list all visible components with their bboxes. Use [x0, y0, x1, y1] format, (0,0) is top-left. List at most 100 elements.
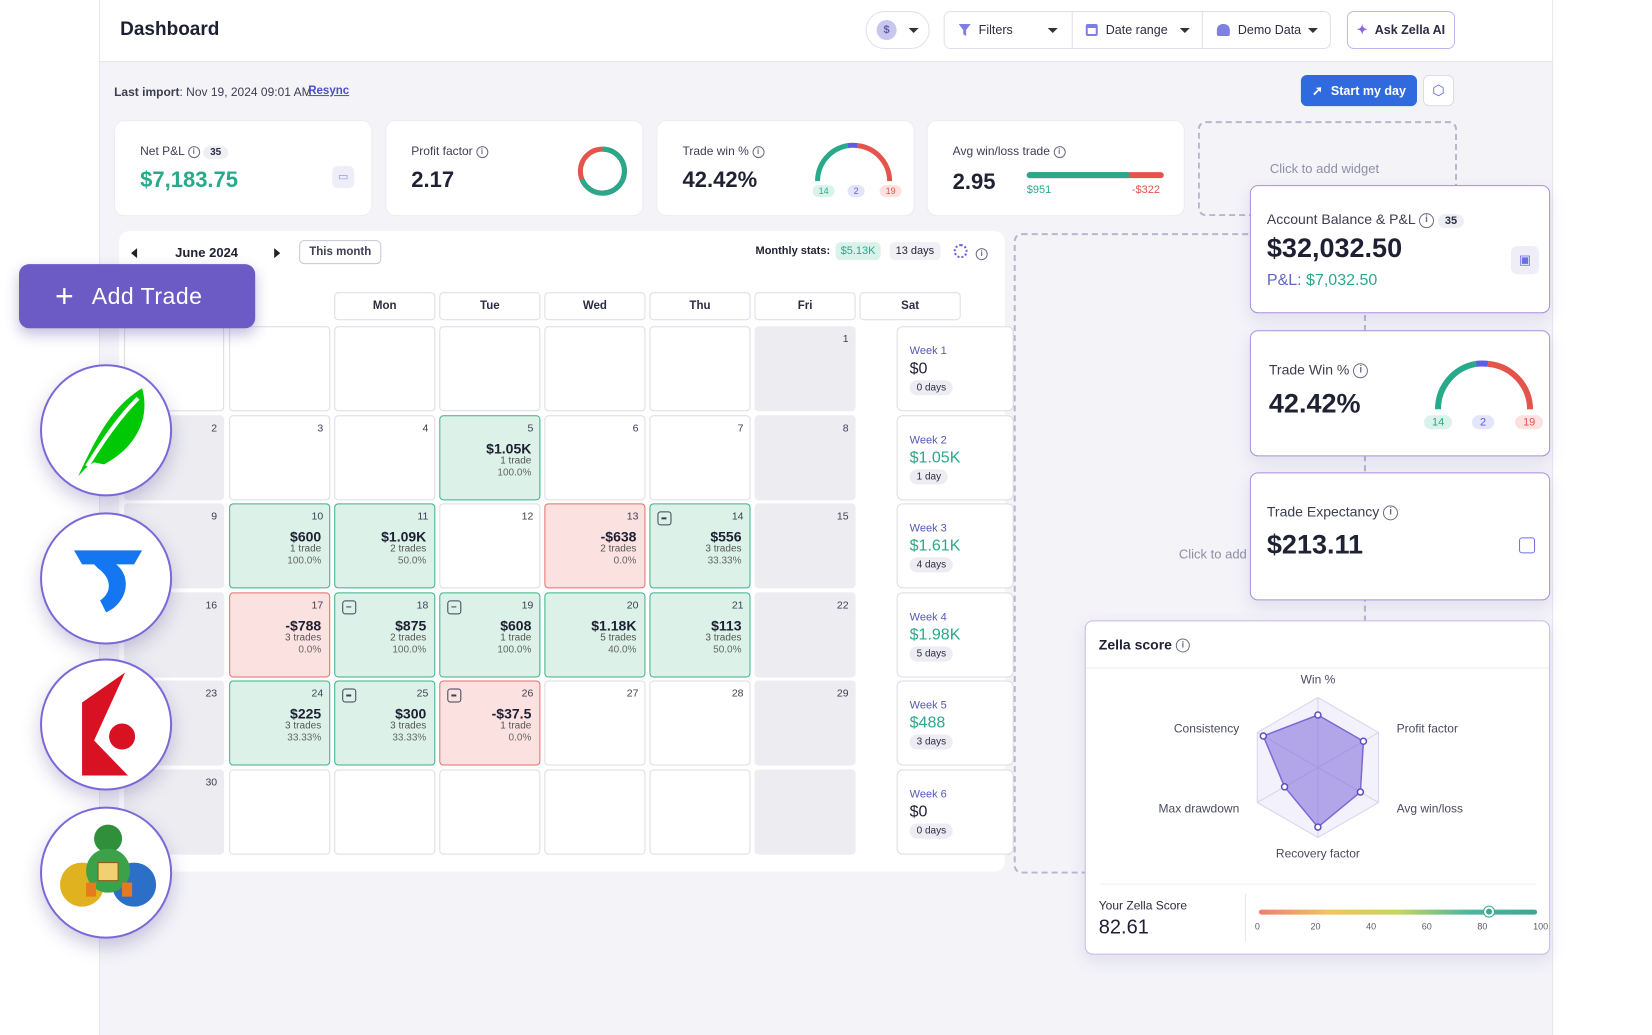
day-number: 20 [626, 599, 639, 612]
calendar-day[interactable]: 15 [754, 503, 856, 589]
day-trades: 3 trades [285, 632, 322, 644]
calendar-day[interactable]: 17 -$788 3 trades 0.0% [229, 592, 331, 678]
ibkr-icon [82, 672, 136, 776]
calendar-day[interactable]: 20 $1.18K 5 trades 40.0% [544, 592, 646, 678]
wins-badge: 14 [1423, 415, 1453, 430]
calendar-day[interactable]: 27 [544, 680, 646, 766]
calendar-day[interactable] [229, 326, 331, 412]
interactive-brokers-logo[interactable] [40, 658, 173, 791]
resync-link[interactable]: Resync [308, 85, 350, 98]
day-number: 5 [527, 421, 534, 434]
chart-toggle-icon[interactable]: ▣ [1511, 246, 1540, 275]
profit-factor-ring [577, 146, 627, 196]
info-icon[interactable]: i [187, 145, 200, 158]
week-summary[interactable]: Week 1 $0 0 days [896, 326, 1014, 412]
calendar-day[interactable] [544, 326, 646, 412]
info-icon[interactable]: i [1353, 363, 1369, 379]
add-trade-button[interactable]: + Add Trade [19, 264, 256, 329]
calendar-day[interactable]: 5 $1.05K 1 trade 100.0% [439, 414, 541, 500]
week-summary[interactable]: Week 6 $0 0 days [896, 769, 1014, 855]
date-range-button[interactable]: Date range [1073, 12, 1203, 49]
radar-point [1314, 711, 1322, 719]
calendar-day[interactable]: 7 [649, 414, 751, 500]
calendar-day[interactable]: 1 [754, 326, 856, 412]
calendar-day[interactable]: 10 $600 1 trade 100.0% [229, 503, 331, 589]
calendar-day[interactable]: 11 $1.09K 2 trades 50.0% [334, 503, 436, 589]
wins-badge: 14 [812, 185, 835, 198]
ask-zella-button[interactable]: ✦ Ask Zella AI [1346, 11, 1456, 50]
calendar-day[interactable] [649, 326, 751, 412]
gear-icon[interactable] [953, 244, 968, 259]
day-win-rate: 40.0% [608, 644, 637, 656]
calendar-day[interactable] [439, 769, 541, 855]
week-summary[interactable]: Week 4 $1.98K 5 days [896, 592, 1014, 678]
currency-select[interactable]: $ [865, 11, 930, 50]
week-days: 0 days [909, 823, 954, 839]
calendar-day[interactable]: 26 -$37.5 1 trade 0.0% [439, 680, 541, 766]
cube-icon[interactable]: ⬡ [1422, 75, 1455, 107]
journal-icon[interactable] [657, 511, 672, 526]
info-icon[interactable]: i [1383, 505, 1399, 521]
week-label: Week 1 [909, 345, 947, 358]
day-win-rate: 100.0% [287, 555, 322, 567]
calendar-day[interactable]: 29 [754, 680, 856, 766]
calendar-day[interactable]: 14 $556 3 trades 33.33% [649, 503, 751, 589]
day-win-rate: 0.0% [298, 644, 322, 656]
info-icon[interactable]: i [752, 145, 765, 158]
next-month-icon[interactable] [274, 248, 281, 259]
tradovate-logo[interactable] [40, 512, 173, 645]
journal-icon[interactable] [342, 600, 357, 615]
calendar-day[interactable]: 22 [754, 592, 856, 678]
calendar-day[interactable] [439, 326, 541, 412]
demo-data-button[interactable]: Demo Data [1203, 12, 1330, 48]
journal-icon[interactable] [447, 600, 462, 615]
journal-icon[interactable] [342, 688, 357, 703]
calendar-day[interactable]: 12 [439, 503, 541, 589]
week-pnl: $0 [909, 360, 928, 378]
chevron-down-icon [908, 27, 919, 33]
info-icon[interactable]: i [476, 145, 489, 158]
this-month-button[interactable]: This month [299, 240, 382, 265]
calendar-day[interactable] [649, 769, 751, 855]
calendar-day[interactable]: 4 [334, 414, 436, 500]
robinhood-logo[interactable] [40, 364, 173, 497]
calendar-day[interactable]: 24 $225 3 trades 33.33% [229, 680, 331, 766]
start-my-day-button[interactable]: ➚ Start my day [1300, 75, 1417, 107]
radar-point [1359, 737, 1368, 746]
calendar-day[interactable]: 8 [754, 414, 856, 500]
calendar-day[interactable] [754, 769, 856, 855]
calendar-day[interactable]: 18 $875 2 trades 100.0% [334, 592, 436, 678]
prev-month-icon[interactable] [131, 248, 138, 259]
calendar-day[interactable]: 3 [229, 414, 331, 500]
week-summary[interactable]: Week 2 $1.05K 1 day [896, 414, 1014, 500]
info-icon[interactable]: i [1419, 212, 1435, 228]
calendar-day[interactable]: 6 [544, 414, 646, 500]
calendar-day[interactable]: 13 -$638 2 trades 0.0% [544, 503, 646, 589]
dollar-icon: $ [876, 20, 897, 41]
calendar-day[interactable] [544, 769, 646, 855]
metatrader-logo[interactable] [40, 806, 173, 939]
calendar-day[interactable] [124, 326, 225, 412]
calendar-card: June 2024 This month Monthly stats: $5.1… [119, 231, 1014, 872]
even-badge: 2 [847, 185, 865, 198]
info-icon[interactable]: i [975, 247, 988, 260]
calendar-day[interactable] [334, 326, 436, 412]
chart-toggle-icon[interactable]: ▭ [332, 166, 355, 189]
week-summary[interactable]: Week 3 $1.61K 4 days [896, 503, 1014, 589]
calendar-day[interactable] [334, 769, 436, 855]
day-win-rate: 33.33% [707, 555, 742, 567]
trade-win-gauge [1435, 360, 1534, 410]
filters-button[interactable]: Filters [945, 12, 1073, 49]
day-trades: 3 trades [705, 632, 742, 644]
calendar-day[interactable]: 25 $300 3 trades 33.33% [334, 680, 436, 766]
info-icon[interactable]: i [1175, 638, 1190, 653]
week-summary[interactable]: Week 5 $488 3 days [896, 680, 1014, 766]
calendar-day[interactable] [229, 769, 331, 855]
info-icon[interactable]: i [1053, 145, 1066, 158]
day-pnl: $600 [290, 528, 322, 545]
journal-icon[interactable] [447, 688, 462, 703]
calendar-day[interactable]: 19 $608 1 trade 100.0% [439, 592, 541, 678]
chart-toggle-icon[interactable] [1519, 537, 1536, 554]
calendar-day[interactable]: 21 $113 3 trades 50.0% [649, 592, 751, 678]
calendar-day[interactable]: 28 [649, 680, 751, 766]
